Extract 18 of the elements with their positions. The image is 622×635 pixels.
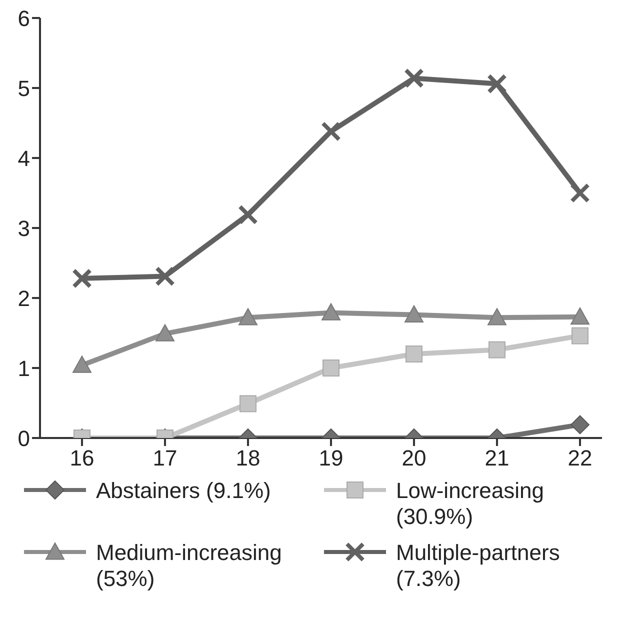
legend-label: Abstainers (9.1%): [96, 478, 272, 504]
legend-label: Multiple-partners (7.3%): [396, 540, 561, 592]
y-tick-label: 1: [18, 356, 30, 381]
x-tick-label: 22: [568, 446, 592, 471]
y-tick-label: 2: [18, 286, 30, 311]
y-tick-label: 6: [18, 6, 30, 31]
legend-label: Low-increasing (30.9%): [396, 478, 545, 530]
x-tick-label: 17: [152, 446, 178, 471]
legend-label: Medium-increasing (53%): [96, 540, 283, 592]
y-tick-label: 5: [18, 76, 30, 101]
x-tick-label: 20: [402, 446, 426, 471]
x-tick-label: 16: [70, 446, 94, 471]
x-tick-label: 18: [236, 446, 260, 471]
x-tick-label: 21: [484, 446, 510, 471]
y-tick-label: 0: [18, 426, 30, 451]
y-tick-label: 4: [18, 146, 30, 171]
x-tick-label: 19: [318, 446, 344, 471]
y-tick-label: 3: [18, 216, 30, 241]
